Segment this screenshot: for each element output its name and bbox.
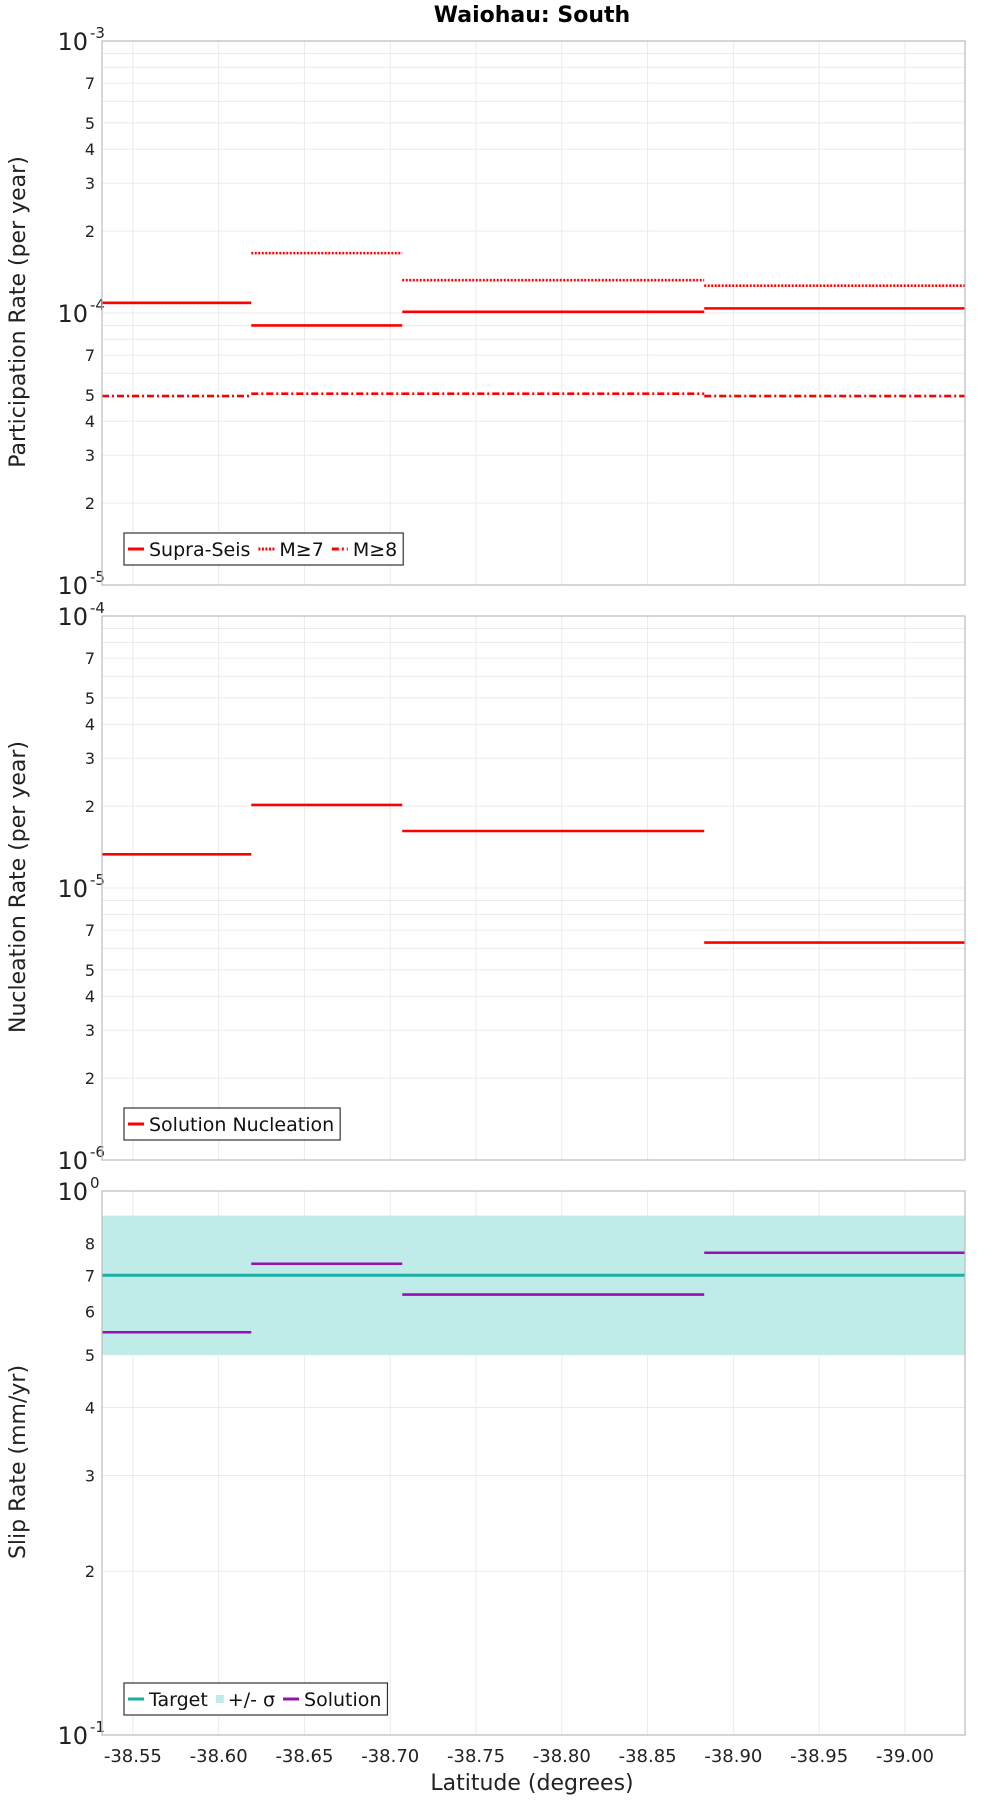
y-decade-label: 10 <box>57 603 88 631</box>
y-tick-label: 2 <box>85 797 95 816</box>
legend-label: M≥7 <box>279 539 323 561</box>
y-decade-exponent: 0 <box>90 1174 100 1192</box>
y-decade-label: 10 <box>57 300 88 328</box>
y-tick-label: 4 <box>85 140 95 159</box>
nucleation-grid <box>102 616 965 1160</box>
legend-label: Solution <box>304 1689 381 1711</box>
participation-series <box>102 251 965 398</box>
nucleation-plot-frame <box>101 615 966 1161</box>
y-decade-label: 10 <box>57 572 88 600</box>
slip-rate-y-axis-label: Slip Rate (mm/yr) <box>6 1365 31 1559</box>
y-tick-label: 7 <box>85 921 95 940</box>
y-decade-exponent: -4 <box>90 296 105 314</box>
target-uncertainty-band <box>102 1215 965 1355</box>
y-decade-label: 10 <box>57 1722 88 1750</box>
x-tick-label: -38.90 <box>704 1746 762 1767</box>
y-tick-label: 4 <box>85 715 95 734</box>
x-tick-label: -38.70 <box>361 1746 419 1767</box>
y-tick-label: 3 <box>85 1466 95 1485</box>
y-tick-label: 8 <box>85 1235 95 1254</box>
y-tick-label: 4 <box>85 412 95 431</box>
slip-rate-band <box>102 1215 965 1355</box>
y-tick-label: 5 <box>85 961 95 980</box>
y-tick-label: 7 <box>85 649 95 668</box>
participation-y-axis-label: Participation Rate (per year) <box>6 156 31 468</box>
x-tick-label: -38.75 <box>447 1746 505 1767</box>
x-axis: -38.55 -38.60 -38.65 -38.70 -38.75 -38.80 -38.… <box>104 1746 934 1767</box>
legend-label: Solution Nucleation <box>149 1114 334 1136</box>
legend-label: Supra-Seis <box>149 539 250 561</box>
legend-label: Target <box>148 1689 208 1711</box>
nucleation-rate-panel: Nucleation Rate (per year) 234572345710-… <box>6 599 966 1175</box>
figure-title: Waiohau: South <box>434 3 630 28</box>
y-tick-label: 2 <box>85 222 95 241</box>
y-tick-label: 3 <box>85 1021 95 1040</box>
y-tick-label: 3 <box>85 174 95 193</box>
x-tick-label: -38.80 <box>533 1746 591 1767</box>
legend-label: M≥8 <box>353 539 397 561</box>
y-decade-label: 10 <box>57 875 88 903</box>
x-tick-label: -39.00 <box>876 1746 934 1767</box>
y-tick-label: 4 <box>85 987 95 1006</box>
slip-rate-plot-frame <box>101 1190 966 1736</box>
y-decade-label: 10 <box>57 28 88 56</box>
y-tick-label: 3 <box>85 749 95 768</box>
legend-box <box>123 1107 341 1141</box>
y-tick-label: 2 <box>85 494 95 513</box>
x-axis-label: Latitude (degrees) <box>430 1771 633 1796</box>
participation-plot-frame <box>101 40 966 586</box>
legend-box <box>123 1682 389 1716</box>
y-decade-exponent: -6 <box>90 1143 105 1161</box>
y-tick-label: 2 <box>85 1562 95 1581</box>
y-decade-label: 10 <box>57 1178 88 1206</box>
legend-swatch-band <box>215 1695 224 1703</box>
y-tick-label: 3 <box>85 446 95 465</box>
y-decade-exponent: -5 <box>90 568 105 586</box>
x-tick-label: -38.65 <box>275 1746 333 1767</box>
participation-rate-panel: Participation Rate (per year) 2 3 4 5 7 2 3 4 5 7… <box>6 24 966 600</box>
slip-rate-series <box>102 1251 965 1334</box>
nucleation-y-axis-label: Nucleation Rate (per year) <box>6 741 31 1033</box>
y-decade-label: 10 <box>57 1147 88 1175</box>
nucleation-legend: Solution Nucleation <box>123 1107 341 1141</box>
slip-rate-legend: Target +/- σ Solution <box>123 1682 389 1716</box>
participation-legend: Supra-Seis M≥7 M≥8 <box>123 532 404 566</box>
y-decade-exponent: -1 <box>90 1718 105 1736</box>
y-decade-exponent: -3 <box>90 24 105 42</box>
x-tick-label: -38.55 <box>104 1746 162 1767</box>
y-tick-label: 5 <box>85 689 95 708</box>
y-decade-exponent: -4 <box>90 599 105 617</box>
x-tick-label: -38.85 <box>619 1746 677 1767</box>
legend-label: +/- σ <box>228 1689 275 1711</box>
y-tick-label: 4 <box>85 1398 95 1417</box>
y-tick-label: 5 <box>85 1346 95 1365</box>
y-tick-label: 7 <box>85 1266 95 1285</box>
y-tick-label: 2 <box>85 1069 95 1088</box>
x-tick-label: -38.95 <box>790 1746 848 1767</box>
y-tick-label: 6 <box>85 1303 95 1322</box>
y-tick-label: 5 <box>85 386 95 405</box>
y-tick-label: 7 <box>85 346 95 365</box>
y-tick-label: 7 <box>85 74 95 93</box>
y-tick-label: 5 <box>85 114 95 133</box>
x-tick-label: -38.60 <box>190 1746 248 1767</box>
y-decade-exponent: -5 <box>90 871 105 889</box>
nucleation-series <box>102 803 965 944</box>
